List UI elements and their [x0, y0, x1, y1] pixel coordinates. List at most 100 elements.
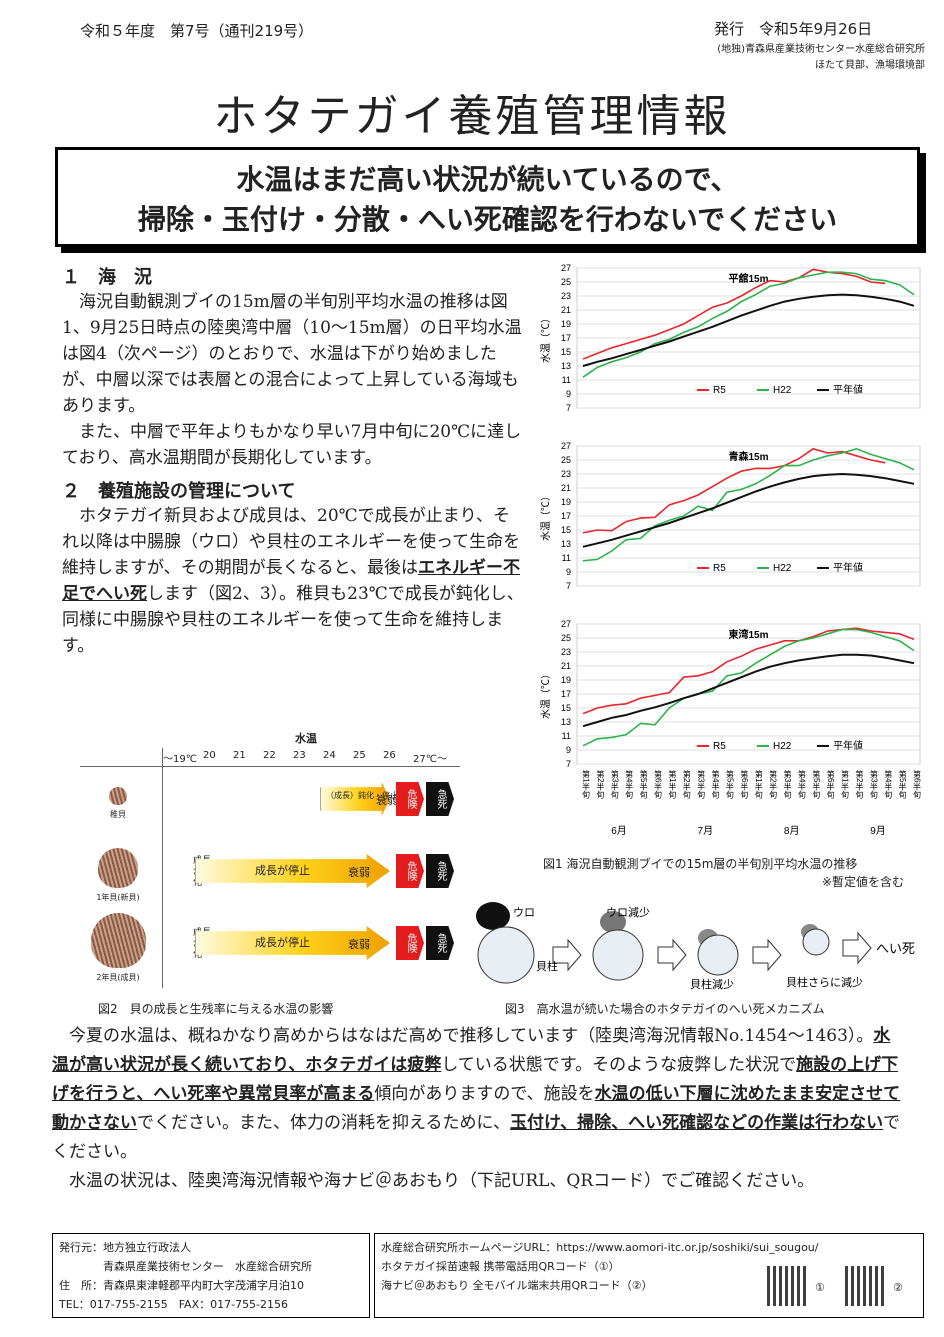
temp-tick: ～19℃ — [163, 754, 197, 765]
x-tick-label: 第2半旬 — [769, 769, 778, 799]
fig2: 水温 ～19℃ 20 21 22 23 24 25 26 27℃～ 稚貝 （成長）鈍化・停止 衰弱危… — [80, 728, 460, 988]
sudden-death-box: 急死 — [426, 854, 454, 888]
qr-code-2[interactable] — [845, 1266, 885, 1306]
temp-tick: 25 — [353, 750, 366, 761]
y-tick-label: 19 — [561, 675, 571, 685]
arrow-2 — [657, 938, 687, 972]
fig2-caption: 図2 貝の成長と生残率に与える水温の影響 — [98, 1002, 334, 1016]
section-2-text-a: ホタテガイ新貝および成貝は、20℃で成長が止まり、それ以降は中腸腺（ウロ）や貝柱… — [62, 506, 521, 578]
scallop-4 — [802, 928, 830, 956]
legend-label: R5 — [713, 385, 726, 396]
label-kaibashira: 貝柱 — [536, 959, 558, 973]
y-tick-label: 21 — [561, 305, 571, 315]
legend-label: H22 — [773, 385, 792, 396]
y-tick-label: 7 — [566, 759, 571, 769]
y-tick-label: 15 — [561, 347, 571, 357]
x-tick-label: 第5半旬 — [812, 769, 821, 799]
fig3-caption: 図3 高水温が続いた場合のホタテガイのへい死メカニズム — [505, 1002, 825, 1016]
section-2-heading: ２ 養殖施設の管理について — [62, 481, 296, 502]
y-tick-label: 21 — [561, 661, 571, 671]
fig2-temp-axis: ～19℃ 20 21 22 23 24 25 26 27℃～ — [163, 750, 465, 765]
scallop-2 — [592, 929, 644, 981]
series-H22-line — [582, 271, 915, 378]
fig2-axis-title: 水温 — [295, 732, 317, 745]
fig1-note: ※暫定値を含む — [822, 875, 905, 889]
y-tick-label: 19 — [561, 319, 571, 329]
growth-arrow-label: （成長）鈍化・停止 — [326, 791, 398, 800]
temp-tick: 23 — [293, 750, 306, 761]
series-H22-line — [582, 628, 915, 747]
uro-shape — [476, 902, 510, 930]
y-tick-label: 11 — [562, 731, 571, 741]
scallop-shell-icon — [90, 912, 146, 968]
footer-publisher-1: 発行元：地方独立行政法人 — [59, 1241, 191, 1254]
month-label: 8月 — [784, 825, 800, 837]
homepage-url-link[interactable]: 水産総合研究所ホームページURL：https://www.aomori-itc.… — [381, 1241, 819, 1254]
fig2-vdivider — [162, 748, 163, 988]
label-uro-reduced: ウロ減少 — [606, 905, 650, 919]
danger-box: 危険 — [396, 926, 424, 960]
summary-emph-1: 水温が高い状況が長く続いており、ホタテガイは疲弊 — [52, 1026, 891, 1075]
series-平年値-line — [582, 472, 915, 548]
series-H22-line — [582, 447, 915, 562]
summary-text-5: でください。 — [52, 1113, 901, 1162]
footer-publisher: 発行元：地方独立行政法人 青森県産業技術センター 水産総合研究所 住 所：青森県… — [52, 1233, 370, 1318]
left-column: １ 海 況 海況自動観測ブイの15m層の半旬別平均水温の推移は図1、9月25日時… — [62, 263, 524, 659]
qr-code-1[interactable] — [767, 1266, 807, 1306]
month-label: 7月 — [698, 825, 714, 837]
y-tick-label: 25 — [561, 277, 571, 287]
fig2-row: 稚貝 （成長）鈍化・停止 衰弱 危険 急死 — [80, 776, 460, 840]
temp-tick: 26 — [383, 750, 396, 761]
page-title: ホタテガイ養殖管理情報 — [213, 91, 731, 142]
y-tick-label: 21 — [561, 483, 571, 493]
qr-code-2-label: ② — [893, 1281, 903, 1294]
y-tick-label: 13 — [561, 717, 571, 727]
qr-code-1-label: ① — [815, 1281, 825, 1294]
month-label: 6月 — [611, 825, 627, 837]
temp-tick: 20 — [203, 750, 216, 761]
y-tick-label: 7 — [566, 581, 571, 591]
summary-emph-2: 施設の上げ下げを行うと、へい死率や異常貝率が高まる — [52, 1055, 899, 1104]
month-label: 9月 — [870, 825, 886, 837]
x-tick-label: 第3半旬 — [783, 769, 792, 799]
y-tick-label: 11 — [562, 375, 571, 385]
x-tick-label: 第5半旬 — [725, 769, 734, 799]
summary-text-3: 傾向がありますので、施設を — [374, 1084, 595, 1104]
y-tick-label: 13 — [561, 361, 571, 371]
weak-label: 衰弱 — [348, 938, 370, 951]
x-tick-label: 第6半旬 — [653, 769, 662, 799]
y-axis-label: 水温（℃） — [540, 491, 552, 541]
temp-tick: 27℃～ — [413, 754, 447, 765]
series-R5-line — [582, 627, 915, 715]
y-tick-label: 17 — [561, 333, 571, 343]
legend-label: 平年値 — [833, 739, 863, 752]
x-tick-label: 第5半旬 — [898, 769, 907, 799]
fig2-row: 1年貝(新貝)成長が鈍化成長が停止衰弱危険急死 — [80, 848, 460, 912]
x-tick-label: 第4半旬 — [884, 769, 893, 799]
section-1-para-1: 海況自動観測ブイの15m層の半旬別平均水温の推移は図1、9月25日時点の陸奥湾中… — [62, 292, 522, 416]
summary-text-4: でください。また、体力の消耗を抑えるために、 — [137, 1113, 510, 1133]
weak-label: 衰弱 — [348, 866, 370, 879]
y-tick-label: 19 — [561, 497, 571, 507]
y-tick-label: 9 — [566, 745, 571, 755]
chart-title: 東湾15m — [728, 628, 768, 641]
fig1-caption: 図1 海況自動観測ブイでの15m層の半旬別平均水温の推移 — [543, 857, 858, 871]
label-kaibashira-reduced: 貝柱減少 — [690, 977, 734, 991]
scallop-shell-icon — [98, 848, 138, 888]
publisher-org: (地独)青森県産業技術センター水産総合研究所 ほたて貝部、漁場環境部 — [690, 42, 925, 74]
row-label: 稚貝 — [110, 810, 126, 819]
summary-text-2: している状態です。そのような疲弊した状況で — [441, 1055, 797, 1075]
legend-label: 平年値 — [833, 561, 863, 574]
summary-text-1: 今夏の水温は、概ねかなり高めからはなはだ高めで推移しています（陸奥湾海況情報No… — [52, 1026, 874, 1046]
section-1-para-2: また、中層で平年よりもかなり早い7月中旬に20℃に達しており、高水温期間が長期化… — [62, 422, 522, 468]
y-tick-label: 27 — [561, 441, 571, 451]
x-tick-label: 第1半旬 — [841, 769, 850, 799]
scallop-1 — [477, 926, 535, 984]
section-2-emphasis: エネルギー不足でへい死 — [62, 558, 520, 604]
fig1-svg: 7 9 11 13 15 17 19 21 23 25 27 水温（℃） 平舘15m R5 H22 平年値 7 9… — [540, 263, 922, 837]
fig3-svg: ウロ 貝柱 ウロ減少 貝柱減少 貝柱さらに減少 へい死 — [476, 902, 915, 991]
y-tick-label: 23 — [561, 291, 571, 301]
label-kaibashira-further: 貝柱さらに減少 — [786, 975, 863, 989]
summary-emph-3: 水温の低い下層に沈めたまま安定させて動かさない — [52, 1084, 901, 1133]
x-tick-label: 第4半旬 — [711, 769, 720, 799]
